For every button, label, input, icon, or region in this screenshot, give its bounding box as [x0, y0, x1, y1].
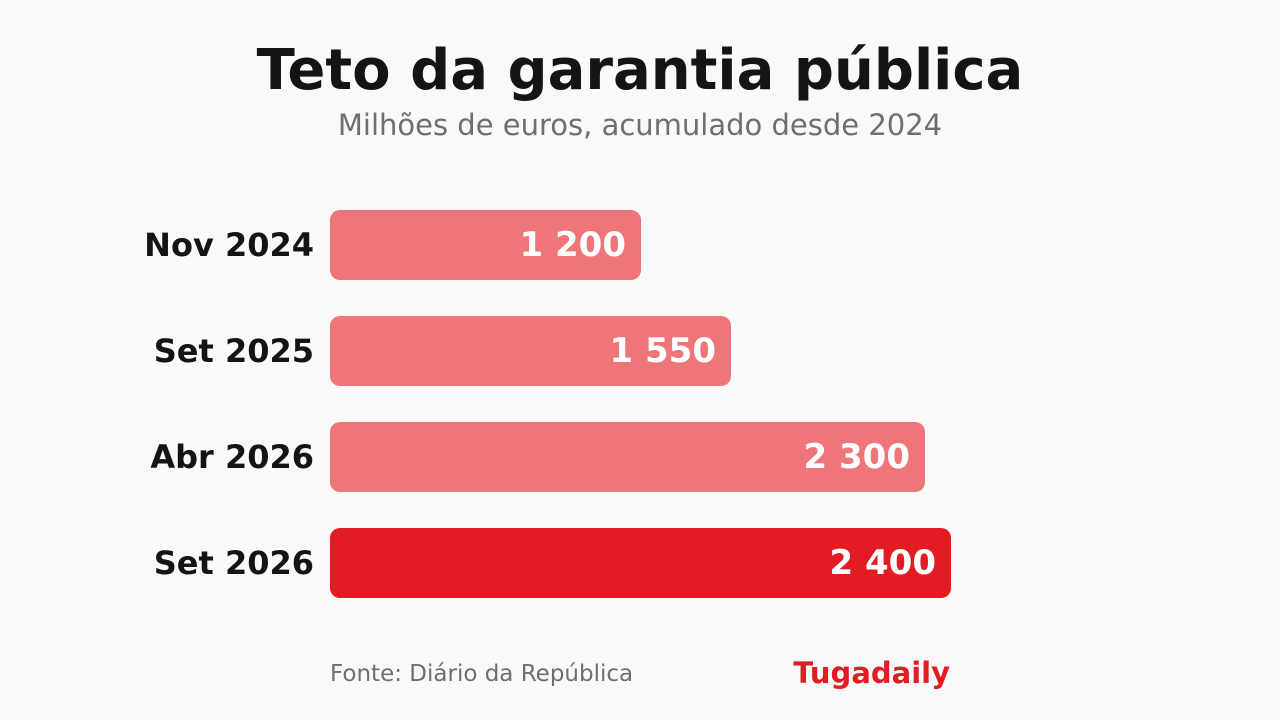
- bar-row: Set 2026 2 400: [0, 528, 1280, 598]
- source-note: Fonte: Diário da República: [330, 661, 634, 687]
- category-label: Nov 2024: [144, 226, 314, 264]
- chart-subtitle: Milhões de euros, acumulado desde 2024: [337, 108, 943, 142]
- bar: 2 300: [330, 422, 925, 492]
- bar-value-label: 2 400: [829, 543, 936, 583]
- bar-row: Nov 2024 1 200: [0, 210, 1280, 280]
- bar: 1 550: [330, 316, 731, 386]
- category-label: Set 2026: [153, 544, 314, 582]
- bar-value-label: 2 300: [803, 437, 910, 477]
- category-label: Abr 2026: [150, 438, 314, 476]
- bar: 2 400: [330, 528, 951, 598]
- bar-row: Set 2025 1 550: [0, 316, 1280, 386]
- brand-logo: Tugadaily: [793, 656, 950, 690]
- bar: 1 200: [330, 210, 641, 280]
- category-label: Set 2025: [153, 332, 314, 370]
- chart-title: Teto da garantia pública: [256, 38, 1024, 103]
- bar-value-label: 1 200: [519, 225, 626, 265]
- bar-row: Abr 2026 2 300: [0, 422, 1280, 492]
- bar-value-label: 1 550: [609, 331, 716, 371]
